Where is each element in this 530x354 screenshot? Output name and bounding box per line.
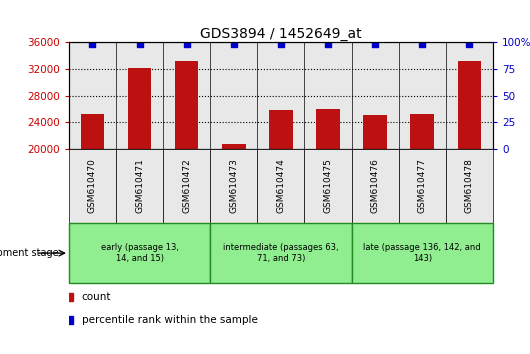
Bar <box>269 110 293 149</box>
Bar <box>410 114 434 149</box>
Title: GDS3894 / 1452649_at: GDS3894 / 1452649_at <box>200 28 361 41</box>
Bar <box>69 42 116 149</box>
Text: percentile rank within the sample: percentile rank within the sample <box>82 315 258 325</box>
Bar <box>258 42 304 149</box>
Text: GSM610478: GSM610478 <box>465 158 474 213</box>
Point <box>88 41 96 46</box>
Bar <box>69 149 116 223</box>
Bar <box>81 114 104 149</box>
Bar <box>316 109 340 149</box>
Bar <box>351 223 493 283</box>
Text: GSM610473: GSM610473 <box>229 158 239 213</box>
Point <box>135 41 144 46</box>
Bar <box>446 149 493 223</box>
Bar <box>116 42 163 149</box>
Bar <box>210 223 351 283</box>
Point <box>418 41 427 46</box>
Bar <box>399 149 446 223</box>
Bar <box>258 149 304 223</box>
Text: late (passage 136, 142, and
143): late (passage 136, 142, and 143) <box>364 244 481 263</box>
Text: development stage: development stage <box>0 248 58 258</box>
Text: GSM610471: GSM610471 <box>135 158 144 213</box>
Text: GSM610475: GSM610475 <box>323 158 332 213</box>
Text: count: count <box>82 292 111 302</box>
Bar <box>222 144 245 149</box>
Text: GSM610474: GSM610474 <box>277 159 285 213</box>
Bar <box>351 42 399 149</box>
Point <box>465 41 474 46</box>
Bar <box>210 149 258 223</box>
Text: GSM610477: GSM610477 <box>418 158 427 213</box>
Bar <box>364 115 387 149</box>
Bar <box>163 42 210 149</box>
Point <box>182 41 191 46</box>
Bar <box>116 149 163 223</box>
Point <box>229 41 238 46</box>
Bar <box>163 149 210 223</box>
Bar <box>304 42 351 149</box>
Bar <box>210 42 258 149</box>
Text: GSM610476: GSM610476 <box>370 158 379 213</box>
Bar <box>446 42 493 149</box>
Text: early (passage 13,
14, and 15): early (passage 13, 14, and 15) <box>101 244 179 263</box>
Bar <box>128 68 152 149</box>
Point <box>277 41 285 46</box>
Text: GSM610472: GSM610472 <box>182 159 191 213</box>
Bar <box>351 149 399 223</box>
Bar <box>175 61 198 149</box>
Bar <box>457 61 481 149</box>
Text: GSM610470: GSM610470 <box>88 158 97 213</box>
Point <box>371 41 379 46</box>
Point <box>324 41 332 46</box>
Bar <box>69 223 210 283</box>
Bar <box>304 149 351 223</box>
Bar <box>399 42 446 149</box>
Text: intermediate (passages 63,
71, and 73): intermediate (passages 63, 71, and 73) <box>223 244 339 263</box>
